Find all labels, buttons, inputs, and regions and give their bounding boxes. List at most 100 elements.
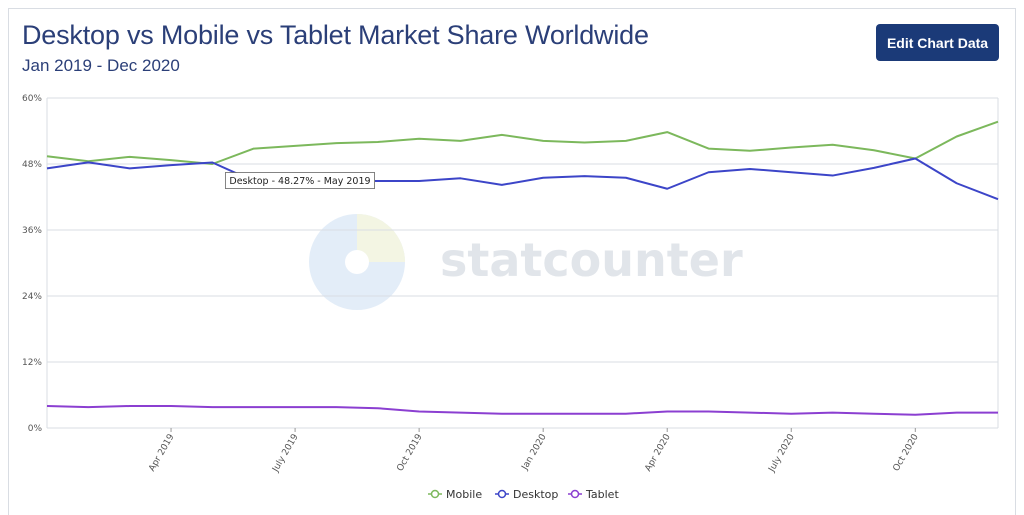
data-point-mobile[interactable] [417,136,422,141]
data-point-desktop[interactable] [706,170,711,175]
data-point-mobile[interactable] [582,140,587,145]
data-point-desktop[interactable] [210,160,215,165]
y-tick-label: 0% [28,424,43,434]
data-point-tablet[interactable] [871,411,876,416]
data-point-mobile[interactable] [458,138,463,143]
data-point-tablet[interactable] [499,411,504,416]
data-point-mobile[interactable] [45,154,50,159]
y-tick-label: 12% [22,358,42,368]
data-point-mobile[interactable] [251,146,256,151]
data-point-mobile[interactable] [541,138,546,143]
data-point-tablet[interactable] [665,409,670,414]
data-point-tablet[interactable] [127,404,132,409]
data-point-mobile[interactable] [499,132,504,137]
data-point-tablet[interactable] [334,405,339,410]
series-line-tablet[interactable] [46,405,998,416]
edit-chart-data-button[interactable]: Edit Chart Data [876,24,999,61]
data-point-desktop[interactable] [747,166,752,171]
data-point-tablet[interactable] [706,409,711,414]
data-point-tablet[interactable] [293,405,298,410]
data-point-desktop[interactable] [499,182,504,187]
data-point-tablet[interactable] [417,409,422,414]
data-point-desktop[interactable] [830,173,835,178]
data-point-tablet[interactable] [45,404,50,409]
data-point-mobile[interactable] [706,146,711,151]
data-point-desktop[interactable] [417,179,422,184]
data-point-desktop[interactable] [127,166,132,171]
data-point-desktop[interactable] [86,160,91,165]
y-tick-label: 60% [22,94,42,104]
legend-item-mobile[interactable]: Mobile [446,488,482,501]
data-point-desktop[interactable] [996,197,1001,202]
y-tick-label: 36% [22,226,42,236]
tooltip: Desktop - 48.27% - May 2019 [224,172,375,189]
data-point-desktop[interactable] [541,175,546,180]
chart-title: Desktop vs Mobile vs Tablet Market Share… [22,20,649,50]
legend: Mobile Desktop Tablet [428,488,619,501]
data-point-desktop[interactable] [871,165,876,170]
x-tick-label: Apr 2020 [643,432,672,473]
x-tick-label: Oct 2019 [395,432,424,473]
chart-frame [8,8,1016,515]
legend-item-desktop[interactable]: Desktop [513,488,558,501]
statcounter-logo-icon [309,214,405,310]
x-tick-label: Apr 2019 [147,432,176,473]
x-tick-label: Oct 2020 [892,432,921,473]
data-point-tablet[interactable] [251,405,256,410]
data-point-mobile[interactable] [334,141,339,146]
watermark-text: statcounter [440,233,743,287]
data-point-mobile[interactable] [871,148,876,153]
legend-marker-tablet [570,489,580,499]
data-point-mobile[interactable] [954,134,959,139]
data-point-tablet[interactable] [375,406,380,411]
data-point-desktop[interactable] [789,170,794,175]
data-point-mobile[interactable] [789,145,794,150]
data-point-tablet[interactable] [210,405,215,410]
data-point-tablet[interactable] [913,412,918,417]
legend-item-tablet[interactable]: Tablet [585,488,619,501]
legend-marker-desktop [497,489,507,499]
statcounter-watermark: statcounter [309,214,743,310]
data-point-tablet[interactable] [458,410,463,415]
chart-subtitle: Jan 2019 - Dec 2020 [22,56,180,75]
data-point-desktop[interactable] [665,186,670,191]
data-point-desktop[interactable] [375,179,380,184]
data-point-mobile[interactable] [747,148,752,153]
data-point-desktop[interactable] [169,163,174,168]
x-tick-label: July 2020 [767,432,797,474]
data-point-mobile[interactable] [830,142,835,147]
data-point-mobile[interactable] [375,140,380,145]
data-point-tablet[interactable] [582,411,587,416]
y-tick-label: 48% [22,160,42,170]
data-point-tablet[interactable] [996,410,1001,415]
data-point-tablet[interactable] [541,411,546,416]
data-point-desktop[interactable] [913,156,918,161]
data-point-mobile[interactable] [127,154,132,159]
data-point-tablet[interactable] [789,411,794,416]
data-point-mobile[interactable] [623,138,628,143]
x-tick-label: Jan 2020 [520,432,549,472]
x-tick-label: July 2019 [271,432,301,474]
data-point-desktop[interactable] [954,181,959,186]
data-point-tablet[interactable] [954,410,959,415]
data-point-mobile[interactable] [293,143,298,148]
data-point-tablet[interactable] [623,411,628,416]
data-point-desktop[interactable] [623,175,628,180]
data-point-desktop[interactable] [582,174,587,179]
data-point-tablet[interactable] [747,410,752,415]
data-point-mobile[interactable] [665,130,670,135]
series-line-desktop[interactable] [46,157,999,201]
data-point-mobile[interactable] [996,119,1001,124]
data-point-tablet[interactable] [830,410,835,415]
data-point-desktop[interactable] [458,176,463,181]
y-tick-label: 24% [22,292,42,302]
data-point-tablet[interactable] [86,405,91,410]
legend-marker-mobile [430,489,440,499]
data-point-mobile[interactable] [169,158,174,163]
tooltip-box [224,172,375,189]
series-line-mobile[interactable] [46,120,999,165]
data-point-desktop[interactable] [45,166,50,171]
data-point-tablet[interactable] [169,404,174,409]
tooltip-text: Desktop - 48.27% - May 2019 [229,176,370,187]
